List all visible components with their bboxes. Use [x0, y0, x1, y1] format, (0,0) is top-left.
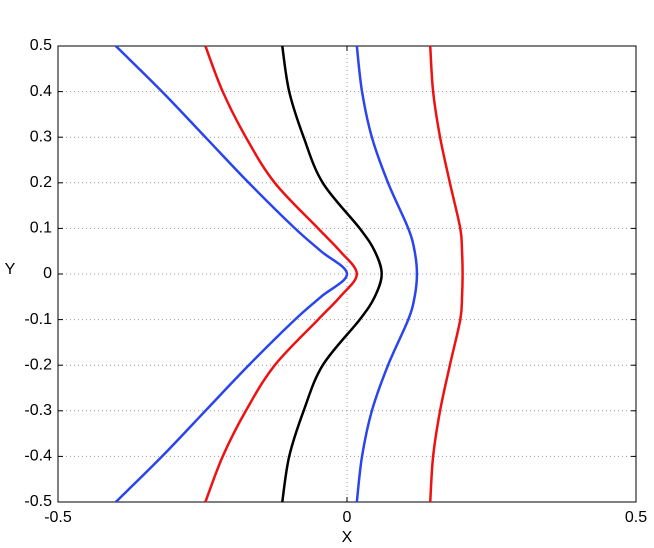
curve — [114, 45, 349, 503]
y-tick-label: -0.2 — [24, 356, 52, 373]
plot-frame — [57, 45, 637, 503]
y-tick-label: 0.5 — [30, 37, 52, 54]
y-tick-label: 0.1 — [30, 220, 52, 237]
y-tick-label: 0.2 — [30, 174, 52, 191]
y-tick-label: -0.4 — [24, 448, 52, 465]
x-tick-label: 0 — [343, 509, 352, 526]
y-axis-label: Y — [5, 261, 16, 278]
x-tick-label: 0.5 — [625, 509, 647, 526]
y-tick-label: -0.3 — [24, 402, 52, 419]
curve — [428, 45, 464, 503]
curve — [204, 45, 359, 503]
y-tick-label: 0 — [43, 265, 52, 282]
curve — [281, 45, 383, 503]
x-tick-label: -0.5 — [44, 509, 72, 526]
y-tick-label: -0.1 — [24, 311, 52, 328]
y-tick-label: 0.3 — [30, 128, 52, 145]
y-tick-label: 0.4 — [30, 83, 52, 100]
y-tick-label: -0.5 — [24, 493, 52, 510]
x-axis-label: X — [342, 529, 353, 546]
curve — [355, 45, 419, 503]
